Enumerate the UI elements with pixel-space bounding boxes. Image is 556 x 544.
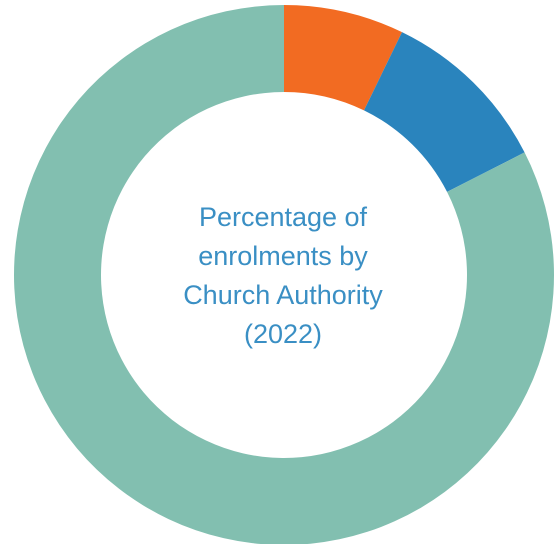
chart-title: Percentage of enrolments by Church Autho… xyxy=(183,202,383,349)
donut-slice-2 xyxy=(363,32,525,192)
donut-slice-3 xyxy=(14,5,554,544)
donut-slice-1 xyxy=(284,5,403,111)
